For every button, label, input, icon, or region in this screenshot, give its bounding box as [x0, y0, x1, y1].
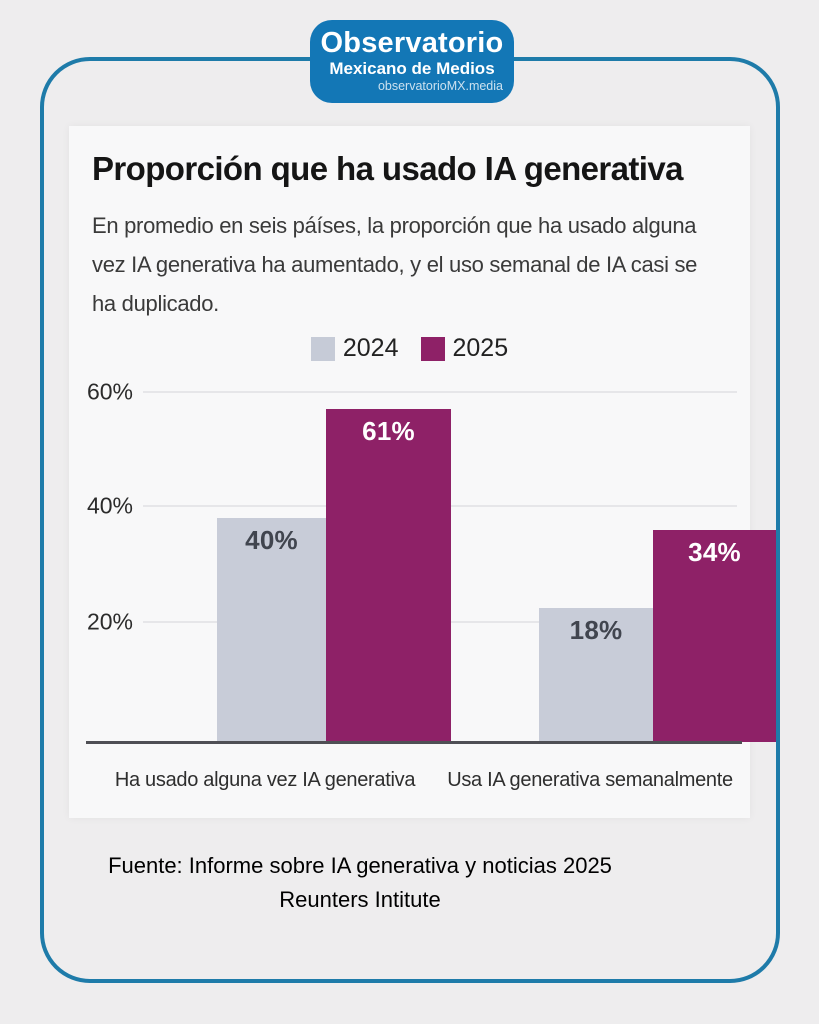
bar-value-2024-ever-used: 40%	[245, 525, 298, 555]
legend-label-2025: 2025	[452, 334, 509, 362]
bar-2024-weekly-use: 18%	[539, 608, 653, 742]
x-axis-line	[86, 741, 742, 744]
legend-item-2025: 2025	[420, 334, 509, 363]
bar-2025-weekly-use: 34%	[653, 530, 776, 742]
chart-subtitle-line-3: ha duplicado.	[92, 291, 219, 316]
category-label-ever-used: Ha usado alguna vez IA generativa	[114, 769, 416, 791]
chart-panel: Proporción que ha usado IA generativa En…	[69, 126, 776, 818]
bar-value-2025-ever-used: 61%	[362, 416, 415, 446]
chart-subtitle-line-1: En promedio en seis páíses, la proporció…	[92, 213, 697, 238]
logo-badge: Observatorio Mexicano de Medios observat…	[310, 20, 514, 103]
plot-area: 60% 40% 20% 40% 61% 18% 34%	[69, 126, 776, 744]
source-line-1: Fuente: Informe sobre IA generativa y no…	[108, 853, 612, 878]
logo-title: Observatorio	[320, 27, 504, 59]
chart-title: Proporción que ha usado IA generativa	[92, 150, 683, 187]
logo-subtitle: Mexicano de Medios	[329, 59, 495, 78]
category-label-weekly-use: Usa IA generativa semanalmente	[447, 769, 733, 791]
y-tick-60: 60%	[86, 378, 133, 405]
bar-value-2024-weekly-use: 18%	[569, 615, 623, 645]
bar-value-2025-weekly-use: 34%	[688, 537, 741, 567]
y-tick-20: 20%	[86, 608, 133, 635]
legend-item-2024: 2024	[310, 334, 399, 363]
source-note: Fuente: Informe sobre IA generativa y no…	[92, 849, 628, 917]
legend-label-2024: 2024	[342, 334, 399, 362]
source-line-2: Reunters Intitute	[279, 887, 441, 912]
bar-2024-ever-used: 40%	[217, 518, 326, 742]
logo-url: observatorioMX.media	[377, 79, 503, 93]
gridline-60	[143, 391, 737, 393]
legend-swatch-2024-icon	[310, 336, 335, 361]
bar-2025-ever-used: 61%	[326, 409, 451, 742]
y-tick-40: 40%	[86, 492, 133, 519]
legend-swatch-2025-icon	[420, 336, 445, 361]
chart-legend: 2024 2025	[69, 334, 750, 363]
chart-subtitle-line-2: vez IA generativa ha aumentado, y el uso…	[92, 252, 698, 277]
chart-subtitle: En promedio en seis páíses, la proporció…	[92, 206, 737, 323]
